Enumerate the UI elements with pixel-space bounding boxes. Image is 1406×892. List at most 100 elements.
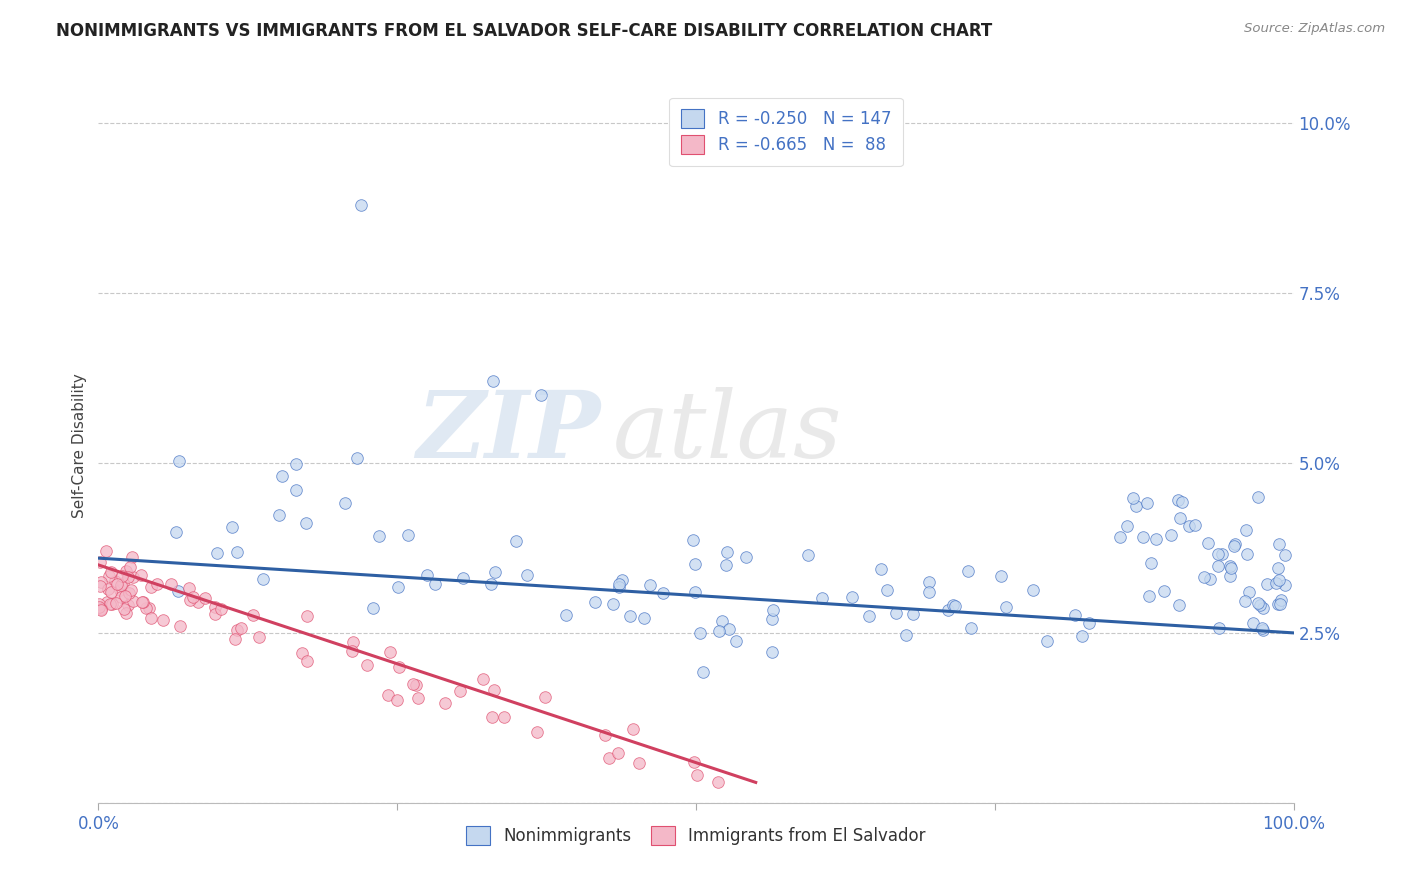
- Point: [1206, 547, 1229, 561]
- Point: [111, 575, 134, 590]
- Point: [121, 549, 143, 564]
- Point: [89, 555, 111, 569]
- Point: [204, 599, 226, 614]
- Point: [716, 558, 738, 572]
- Point: [247, 630, 270, 644]
- Point: [350, 198, 373, 212]
- Point: [346, 450, 368, 465]
- Point: [811, 591, 834, 605]
- Point: [100, 584, 122, 599]
- Point: [114, 589, 136, 603]
- Point: [1219, 569, 1241, 583]
- Point: [205, 546, 228, 560]
- Point: [146, 576, 169, 591]
- Point: [405, 678, 427, 692]
- Point: [689, 625, 711, 640]
- Point: [686, 767, 709, 781]
- Point: [1199, 572, 1222, 586]
- Point: [132, 595, 155, 609]
- Point: [1247, 596, 1270, 610]
- Point: [87, 597, 110, 611]
- Point: [177, 581, 200, 595]
- Point: [761, 612, 783, 626]
- Point: [682, 755, 704, 769]
- Point: [181, 590, 204, 604]
- Point: [990, 568, 1012, 582]
- Point: [481, 710, 503, 724]
- Point: [593, 728, 616, 742]
- Point: [1274, 578, 1296, 592]
- Point: [1192, 570, 1215, 584]
- Point: [505, 533, 527, 548]
- Point: [718, 622, 741, 636]
- Point: [484, 566, 506, 580]
- Point: [89, 574, 111, 589]
- Point: [167, 583, 190, 598]
- Point: [1170, 511, 1192, 525]
- Point: [98, 597, 121, 611]
- Point: [1208, 621, 1230, 635]
- Point: [117, 599, 139, 613]
- Point: [284, 483, 307, 497]
- Point: [901, 607, 924, 622]
- Point: [120, 583, 142, 598]
- Point: [762, 602, 785, 616]
- Point: [1144, 532, 1167, 546]
- Point: [583, 595, 606, 609]
- Point: [295, 654, 318, 668]
- Point: [1220, 561, 1243, 575]
- Point: [97, 582, 120, 597]
- Point: [453, 571, 475, 585]
- Point: [607, 580, 630, 594]
- Point: [117, 569, 139, 583]
- Point: [368, 529, 391, 543]
- Point: [918, 585, 941, 599]
- Point: [267, 508, 290, 522]
- Point: [449, 684, 471, 698]
- Point: [406, 691, 429, 706]
- Point: [194, 591, 217, 606]
- Point: [131, 595, 153, 609]
- Point: [479, 577, 502, 591]
- Point: [858, 608, 880, 623]
- Point: [1219, 559, 1241, 574]
- Point: [516, 567, 538, 582]
- Point: [707, 775, 730, 789]
- Point: [101, 597, 124, 611]
- Point: [942, 599, 965, 613]
- Point: [105, 577, 128, 591]
- Point: [290, 646, 312, 660]
- Point: [607, 577, 630, 591]
- Point: [870, 561, 893, 575]
- Point: [160, 577, 183, 591]
- Point: [425, 577, 447, 591]
- Point: [224, 632, 246, 646]
- Point: [1251, 601, 1274, 615]
- Point: [1268, 573, 1291, 587]
- Point: [612, 573, 634, 587]
- Point: [1171, 495, 1194, 509]
- Point: [416, 568, 439, 582]
- Point: [110, 578, 132, 592]
- Point: [1267, 597, 1289, 611]
- Point: [380, 645, 402, 659]
- Point: [1267, 561, 1289, 575]
- Point: [96, 595, 118, 609]
- Point: [1125, 499, 1147, 513]
- Point: [402, 677, 425, 691]
- Point: [876, 583, 898, 598]
- Point: [96, 544, 118, 558]
- Point: [683, 557, 706, 571]
- Point: [115, 564, 138, 578]
- Point: [226, 545, 249, 559]
- Point: [385, 693, 408, 707]
- Point: [112, 602, 135, 616]
- Point: [1211, 547, 1233, 561]
- Point: [100, 566, 122, 580]
- Point: [295, 516, 318, 530]
- Point: [1116, 518, 1139, 533]
- Point: [169, 619, 191, 633]
- Point: [1071, 629, 1094, 643]
- Point: [98, 569, 121, 583]
- Point: [104, 574, 127, 589]
